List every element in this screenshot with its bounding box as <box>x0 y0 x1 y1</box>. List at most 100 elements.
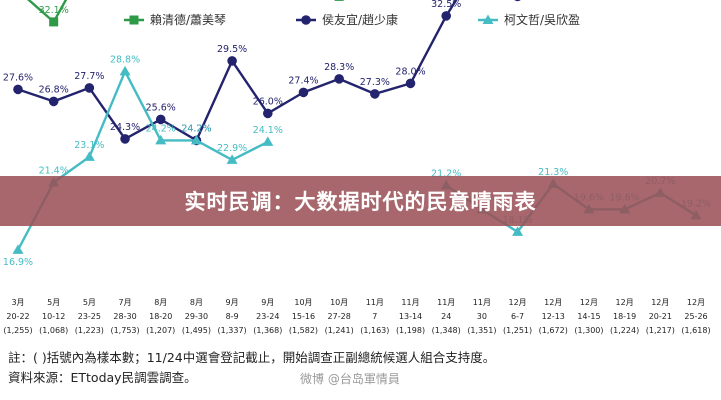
x-tick-label: 7月 <box>119 298 132 307</box>
data-label: 21.3% <box>538 167 568 178</box>
data-label: 24.2% <box>181 123 211 134</box>
data-label: 23.1% <box>74 140 104 151</box>
x-tick-label: 7 <box>372 312 377 321</box>
x-tick-label: 23-25 <box>78 312 101 321</box>
data-point <box>155 134 167 145</box>
headline-text: 实时民调：大数据时代的民意晴雨表 <box>184 190 537 214</box>
x-tick-label: 3月 <box>11 298 24 307</box>
x-tick-label: 18-20 <box>149 312 172 321</box>
poll-line-chart: 賴清德/蕭美琴侯友宜/趙少康柯文哲/吳欣盈34.2%32.1%36.4%35.6… <box>3 0 711 335</box>
x-tick-label: 18-19 <box>613 312 636 321</box>
x-tick-label: 13-14 <box>399 312 422 321</box>
data-label: 27.3% <box>360 77 390 88</box>
x-tick-label: 12月 <box>580 298 598 307</box>
data-label: 27.6% <box>3 72 33 83</box>
data-point <box>83 151 95 161</box>
x-tick-label: (1,618) <box>681 326 710 335</box>
x-tick-label: 9月 <box>226 298 239 307</box>
data-point <box>48 96 59 107</box>
x-tick-label: 14-15 <box>577 312 600 321</box>
x-tick-label: (1,300) <box>574 326 603 335</box>
x-tick-label: (1,368) <box>253 326 282 335</box>
x-tick-label: 11月 <box>401 298 419 307</box>
x-tick-label: (1,241) <box>325 326 354 335</box>
x-tick-label: 27-28 <box>328 312 351 321</box>
data-label: 28.0% <box>395 66 425 77</box>
data-point <box>84 83 95 93</box>
x-tick-label: (1,223) <box>75 326 104 335</box>
data-label: 22.9% <box>217 143 247 154</box>
data-label: 24.3% <box>110 122 140 133</box>
data-point <box>512 226 524 236</box>
x-tick-label: (1,348) <box>432 326 461 335</box>
data-label: 24.1% <box>253 125 283 136</box>
x-tick-label: (1,068) <box>39 326 68 335</box>
x-tick-label: 12月 <box>687 298 705 307</box>
x-tick-label: 9月 <box>261 298 274 307</box>
data-point <box>12 244 24 254</box>
x-tick-label: (1,582) <box>289 326 318 335</box>
x-tick-label: 10月 <box>294 298 312 307</box>
data-label: 21.4% <box>39 165 69 176</box>
legend-label: 柯文哲/吳欣盈 <box>504 12 580 27</box>
data-point <box>262 136 274 146</box>
headline-banner: 实时民调：大数据时代的民意晴雨表 <box>0 176 721 226</box>
data-label: 24.2% <box>181 123 211 134</box>
data-label: 27.4% <box>288 75 318 86</box>
x-tick-label: 12月 <box>651 298 669 307</box>
data-label: 32.5% <box>431 0 461 10</box>
legend-marker <box>129 15 139 25</box>
legend-label: 侯友宜/趙少康 <box>322 12 398 27</box>
x-tick-label: 8月 <box>190 298 203 307</box>
data-point <box>227 56 237 66</box>
data-label: 26.8% <box>39 84 69 95</box>
data-point <box>298 87 309 98</box>
data-label: 29.5% <box>217 44 247 55</box>
data-point <box>370 89 380 99</box>
note-sample-size: 註：( )括號內為樣本數；11/24中選會登記截止，開始調查正副總統候選人組合支… <box>8 350 496 365</box>
legend-marker <box>482 14 494 24</box>
data-point <box>441 11 452 21</box>
x-tick-label: 10-12 <box>42 312 65 321</box>
weibo-watermark: 微博 @台岛軍情員 <box>300 372 400 386</box>
data-point <box>13 84 23 95</box>
data-point <box>334 0 344 1</box>
x-tick-label: 11月 <box>473 298 491 307</box>
data-label: 28.8% <box>110 54 140 65</box>
legend-label: 賴清德/蕭美琴 <box>150 12 226 27</box>
note-data-source: 資料來源：ETtoday民調雲調查。 <box>8 370 197 385</box>
x-tick-label: 12-13 <box>542 312 565 321</box>
x-tick-label: 29-30 <box>185 312 208 321</box>
x-tick-label: (1,255) <box>3 326 32 335</box>
x-tick-label: (1,495) <box>182 326 211 335</box>
x-tick-label: 5月 <box>47 298 60 307</box>
data-label: 25.6% <box>146 102 176 113</box>
data-label: 28.3% <box>324 62 354 73</box>
x-tick-label: (1,753) <box>110 326 139 335</box>
x-tick-label: (1,217) <box>646 326 675 335</box>
data-label: 27.7% <box>74 71 104 82</box>
x-tick-label: 12月 <box>508 298 526 307</box>
x-tick-label: (1,163) <box>360 326 389 335</box>
x-tick-label: (1,224) <box>610 326 639 335</box>
notes: 註：( )括號內為樣本數；11/24中選會登記截止，開始調查正副總統候選人組合支… <box>8 348 495 388</box>
data-point <box>334 74 344 84</box>
x-tick-label: (1,672) <box>539 326 568 335</box>
x-tick-label: 8-9 <box>226 312 239 321</box>
data-point <box>155 114 166 125</box>
data-label: 16.9% <box>3 257 33 268</box>
x-tick-label: (1,351) <box>467 326 496 335</box>
x-tick-label: 23-24 <box>256 312 279 321</box>
x-tick-label: 30 <box>477 312 487 321</box>
data-point <box>514 0 521 2</box>
data-label: 24.2% <box>146 123 176 134</box>
series-line <box>17 0 458 142</box>
data-point <box>226 154 238 164</box>
x-tick-label: 20-21 <box>649 312 672 321</box>
x-tick-label: 25-26 <box>684 312 707 321</box>
x-tick-label: (1,337) <box>218 326 247 335</box>
x-tick-label: 6-7 <box>511 312 524 321</box>
x-tick-label: (1,207) <box>146 326 175 335</box>
data-label: 21.2% <box>431 168 461 179</box>
x-tick-label: (1,198) <box>396 326 425 335</box>
